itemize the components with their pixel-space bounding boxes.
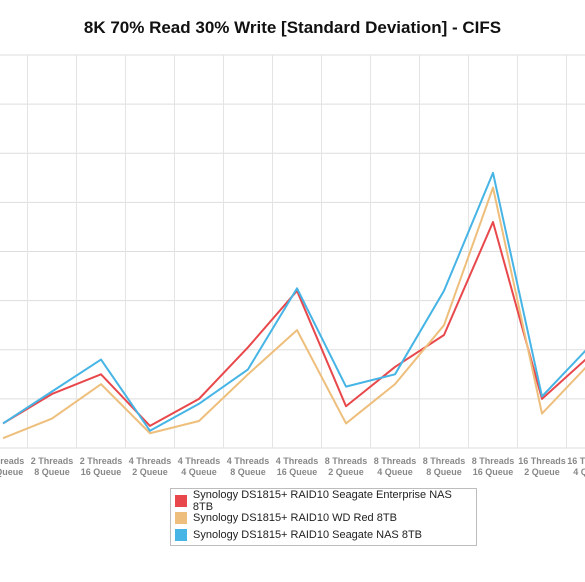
legend-item: Synology DS1815+ RAID10 WD Red 8TB (175, 509, 472, 526)
x-tick-label: 8 Threads 16 Queue (472, 456, 515, 477)
x-tick-label: 2 Threads 16 Queue (80, 456, 123, 477)
x-tick-label: 8 Threads 2 Queue (325, 456, 368, 477)
x-tick-label: 8 Threads 8 Queue (423, 456, 466, 477)
chart-title: 8K 70% Read 30% Write [Standard Deviatio… (83, 18, 502, 37)
x-tick-label: 4 Threads 8 Queue (227, 456, 270, 477)
x-tick-label: 4 Threads 2 Queue (129, 456, 172, 477)
legend-label: Synology DS1815+ RAID10 Seagate Enterpri… (192, 488, 452, 513)
legend: Synology DS1815+ RAID10 Seagate Enterpri… (170, 488, 477, 546)
legend-label: Synology DS1815+ RAID10 Seagate NAS 8TB (193, 528, 422, 541)
legend-swatch (175, 528, 187, 541)
series-line (2, 186, 585, 440)
legend-item: Synology DS1815+ RAID10 Seagate NAS 8TB (175, 526, 472, 543)
x-tick-label: 4 Threads 16 Queue (276, 456, 319, 477)
series-line (2, 221, 585, 427)
legend-swatch (175, 511, 187, 524)
x-tick-label: 16 Threads 2 Queue (518, 456, 566, 477)
legend-swatch (175, 494, 187, 507)
legend-item: Synology DS1815+ RAID10 Seagate Enterpri… (175, 489, 472, 513)
series-lines (2, 171, 585, 440)
legend-label: Synology DS1815+ RAID10 WD Red 8TB (193, 511, 397, 524)
x-tick-label: 8 Threads 4 Queue (374, 456, 417, 477)
grid-lines (0, 54, 585, 449)
series-line (2, 171, 585, 432)
x-tick-label: 4 Threads 4 Queue (178, 456, 221, 477)
x-tick-label: 2 Threads 8 Queue (31, 456, 74, 477)
